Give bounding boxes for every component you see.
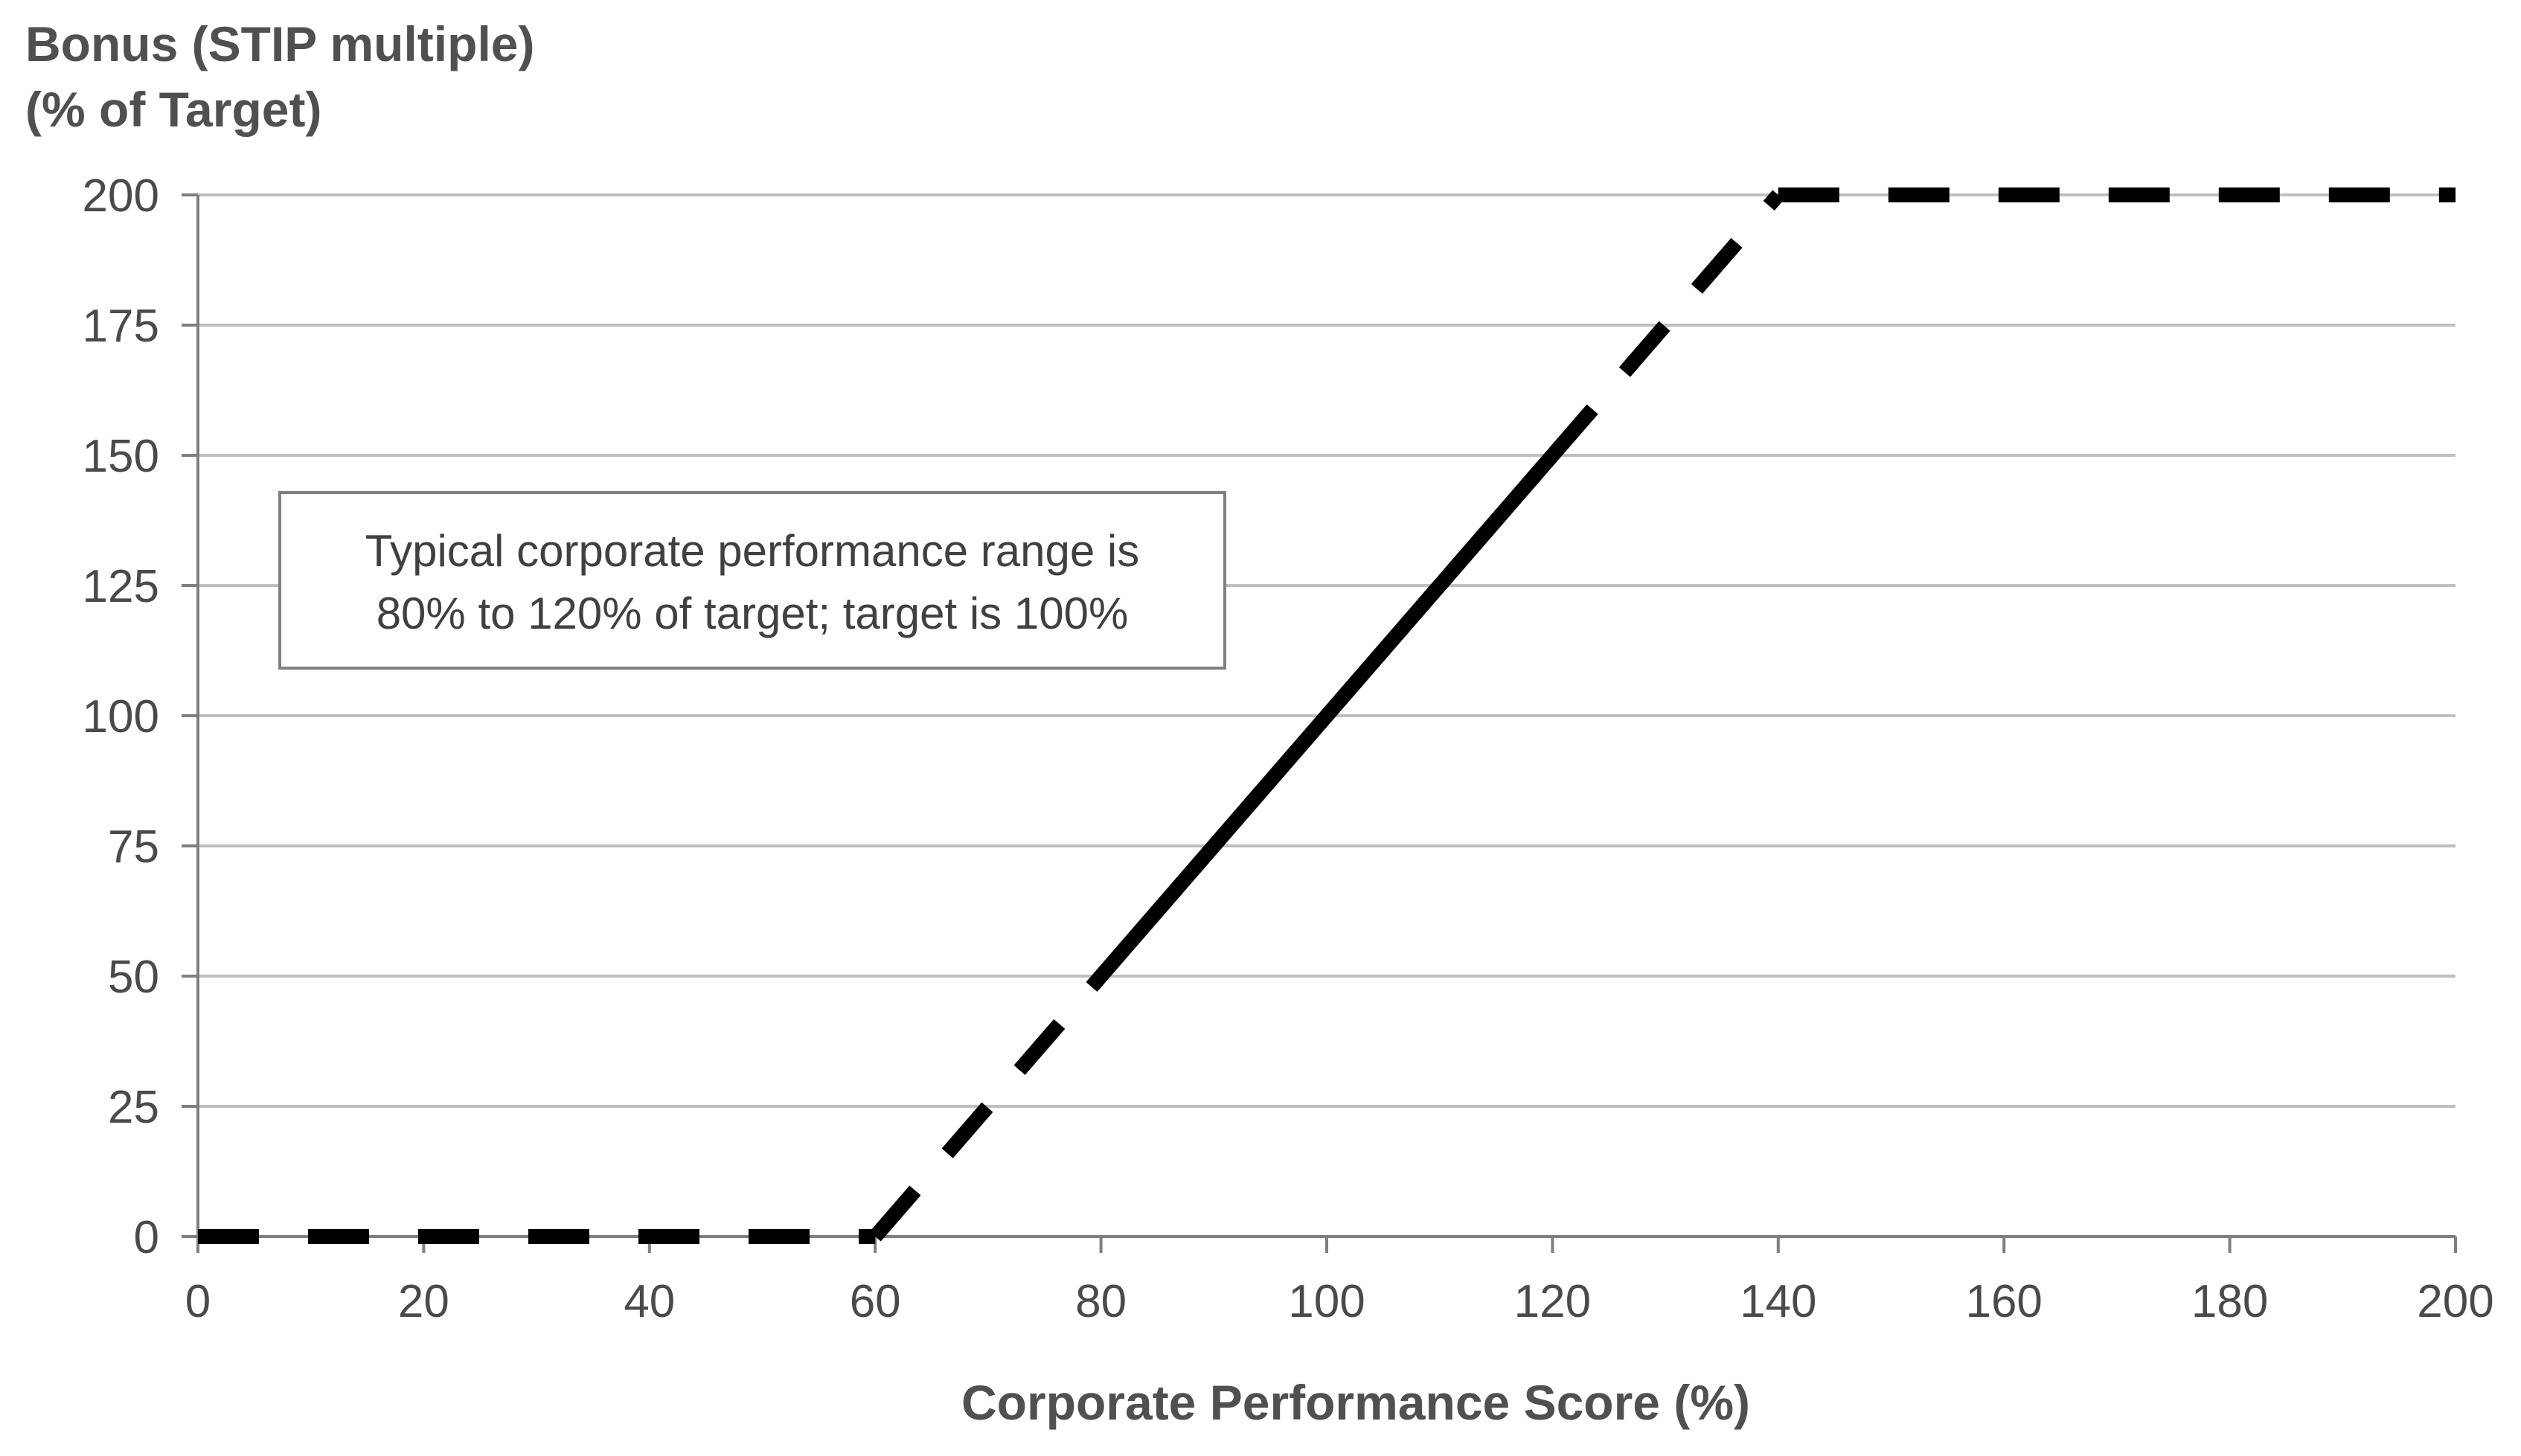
x-tick-label-120: 120 [1514,1276,1591,1327]
x-axis-title: Corporate Performance Score (%) [961,1375,1750,1430]
solid-segment-2 [1093,448,1560,984]
bonus-curve [198,187,2456,1244]
x-tick-label-40: 40 [624,1276,675,1327]
x-tick-label-80: 80 [1075,1276,1127,1327]
y-axis-title-line-2: (% of Target) [25,82,321,137]
y-axis-title-line-1: Bonus (STIP multiple) [25,16,534,71]
y-tick-label-150: 150 [83,431,159,482]
x-tick-label-140: 140 [1740,1276,1816,1327]
x-tick-label-20: 20 [398,1276,449,1327]
y-tick-label-0: 0 [134,1212,159,1263]
y-tick-label-50: 50 [108,952,159,1003]
x-tick-label-100: 100 [1288,1276,1365,1327]
y-tick-label-200: 200 [83,170,159,222]
y-tick-label-75: 75 [108,821,159,873]
annotation-line-2: 80% to 120% of target; target is 100% [377,589,1129,638]
x-tick-label-160: 160 [1965,1276,2042,1327]
dashed-segment-3 [1546,190,1784,461]
y-tick-label-125: 125 [83,561,159,612]
annotation: Typical corporate performance range is 80… [278,491,1226,670]
annotation-box [278,491,1226,670]
x-tick-label-0: 0 [185,1276,211,1327]
y-tick-label-175: 175 [83,301,159,352]
x-tick-label-180: 180 [2191,1276,2268,1327]
axis-labels: Bonus (STIP multiple) (% of Target) Corp… [25,16,1750,1430]
annotation-line-1: Typical corporate performance range is [365,526,1140,576]
x-tick-label-60: 60 [850,1276,901,1327]
axes: 0 25 50 75 100 125 150 175 200 0 20 40 60 80 100 120 140… [83,170,2494,1327]
x-tick-label-200: 200 [2417,1276,2493,1327]
y-tick-label-25: 25 [108,1082,159,1133]
y-tick-label-100: 100 [83,691,159,743]
dashed-segment-1 [869,971,1107,1242]
